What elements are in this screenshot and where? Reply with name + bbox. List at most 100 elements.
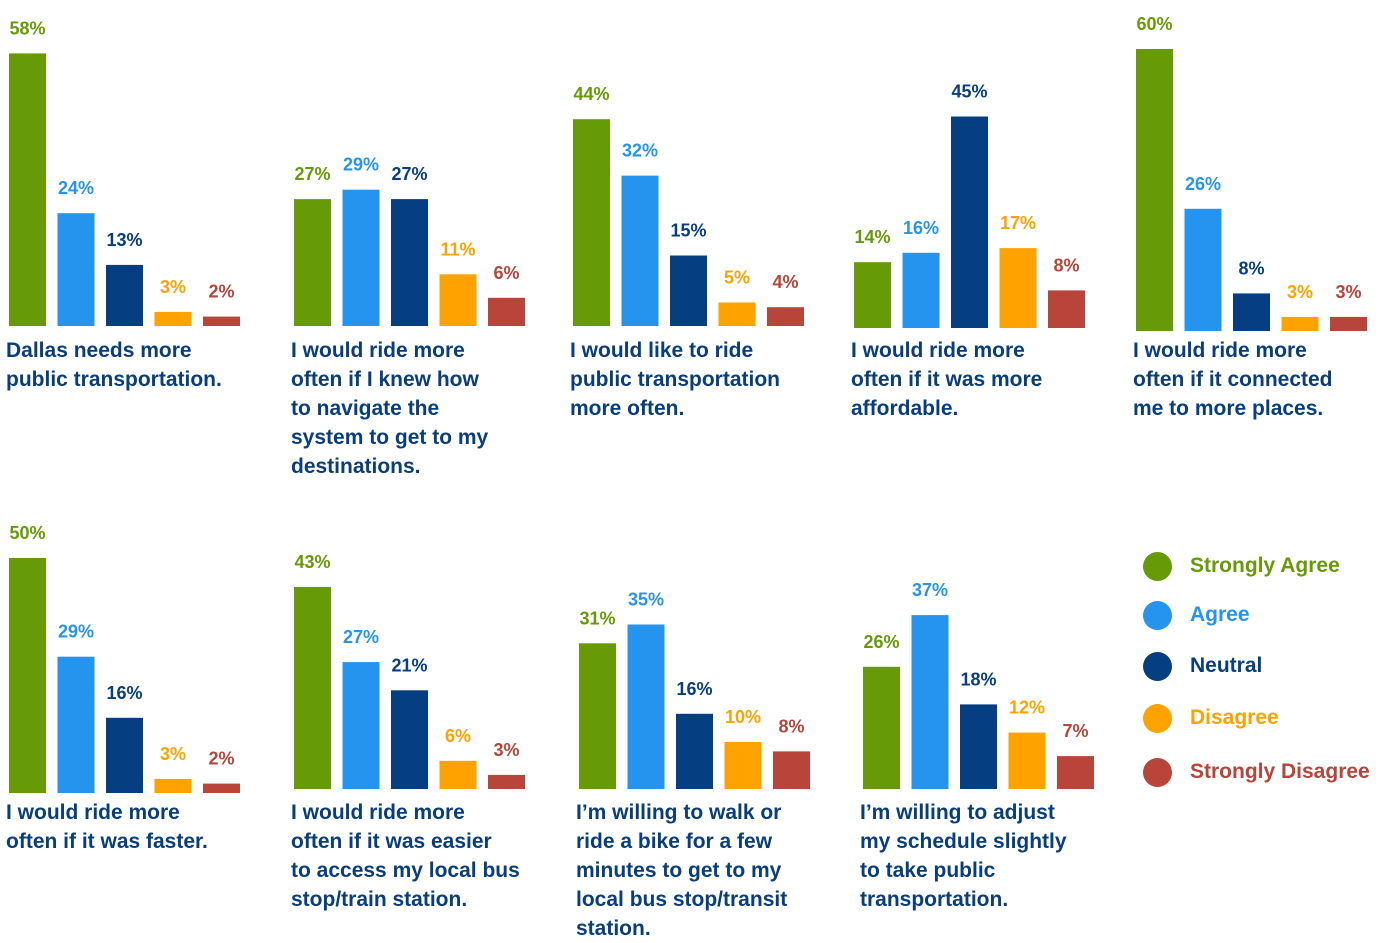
chart-2: 27% 29% 27% 11% 6% [294, 155, 525, 326]
chart-1: 58% 24% 13% 3% 2% [9, 18, 240, 327]
chart-8: 31% 35% 16% 10% 8% [579, 590, 810, 789]
bar-disagree [154, 311, 192, 326]
bar-neutral [106, 717, 143, 793]
data-label-neutral: 15% [670, 221, 706, 241]
data-label-strongly-agree: 50% [9, 523, 45, 543]
data-label-strongly-agree: 43% [294, 552, 330, 572]
data-label-agree: 29% [58, 622, 94, 642]
chart-5: 60% 26% 8% 3% 3% [1136, 14, 1367, 331]
bar-agree [57, 656, 95, 793]
data-label-agree: 37% [912, 580, 948, 600]
chart-title: I would ride more often if it was more a… [851, 339, 1043, 420]
data-label-disagree: 10% [725, 707, 761, 727]
data-label-strongly-agree: 31% [579, 608, 615, 628]
chart-title: I would like to ride public transportati… [570, 339, 780, 420]
bar-disagree [1008, 732, 1046, 789]
bar-disagree [154, 778, 192, 793]
data-label-strongly-agree: 58% [9, 18, 45, 38]
data-label-disagree: 6% [445, 726, 471, 746]
chart-9: 26% 37% 18% 12% 7% [863, 580, 1094, 789]
bar-neutral [1233, 293, 1270, 331]
bar-strongly-disagree [1057, 756, 1094, 789]
data-label-agree: 29% [343, 155, 379, 175]
legend-item-neutral: Neutral [1143, 651, 1262, 681]
data-label-neutral: 16% [106, 683, 142, 703]
bar-strongly-agree [9, 53, 46, 327]
data-label-strongly-agree: 26% [863, 632, 899, 652]
data-label-agree: 35% [628, 590, 664, 610]
bar-disagree [724, 742, 762, 789]
bar-agree [621, 175, 659, 326]
data-label-disagree: 3% [1287, 282, 1313, 302]
chart-7: 43% 27% 21% 6% 3% [294, 552, 525, 789]
data-label-strongly-disagree: 3% [493, 740, 519, 760]
legend-item-strongly-disagree: Strongly Disagree [1143, 757, 1370, 787]
bar-neutral [951, 116, 988, 328]
chart-4: 14% 16% 45% 17% 8% [854, 82, 1085, 328]
data-label-disagree: 3% [160, 744, 186, 764]
chart-6: 50% 29% 16% 3% 2% [9, 523, 240, 793]
chart-title: I would ride more often if it was faster… [6, 801, 208, 853]
bar-neutral [106, 264, 143, 326]
legend-label-strongly-agree: Strongly Agree [1190, 554, 1340, 577]
legend-item-disagree: Disagree [1143, 703, 1279, 733]
data-label-disagree: 12% [1009, 698, 1045, 718]
data-label-disagree: 17% [1000, 213, 1036, 233]
bar-strongly-disagree [767, 307, 804, 326]
chart-title: I’m willing to walk or ride a bike for a… [576, 801, 788, 940]
bar-neutral [670, 255, 707, 326]
chart-title: Dallas needs more public transportation. [6, 339, 222, 391]
bar-agree [911, 615, 949, 789]
bar-strongly-disagree [773, 751, 810, 789]
data-label-neutral: 16% [676, 679, 712, 699]
legend-swatch-neutral [1143, 651, 1172, 681]
data-label-agree: 26% [1185, 174, 1221, 194]
bar-strongly-disagree [488, 774, 525, 789]
bar-disagree [999, 248, 1037, 328]
bar-strongly-disagree [1330, 316, 1367, 331]
data-label-strongly-disagree: 8% [778, 716, 804, 736]
data-label-agree: 24% [58, 178, 94, 198]
data-label-strongly-agree: 44% [573, 84, 609, 104]
chart-title: I would ride more often if it was easier… [291, 801, 520, 911]
chart-3: 44% 32% 15% 5% 4% [573, 84, 804, 326]
bar-strongly-agree [863, 666, 900, 789]
data-label-agree: 32% [622, 141, 658, 161]
data-label-neutral: 27% [391, 164, 427, 184]
data-label-strongly-disagree: 8% [1053, 255, 1079, 275]
legend-swatch-strongly-disagree [1143, 757, 1172, 787]
bar-strongly-agree [294, 199, 331, 326]
bar-agree [902, 252, 940, 328]
data-label-strongly-disagree: 2% [208, 749, 234, 769]
data-label-strongly-disagree: 4% [772, 272, 798, 292]
bar-strongly-agree [294, 586, 331, 789]
bar-agree [57, 213, 95, 326]
legend-swatch-strongly-agree [1143, 551, 1172, 581]
data-label-strongly-disagree: 3% [1335, 282, 1361, 302]
data-label-neutral: 13% [106, 230, 142, 250]
data-label-disagree: 5% [724, 268, 750, 288]
legend-label-disagree: Disagree [1190, 706, 1279, 729]
legend-label-neutral: Neutral [1190, 654, 1263, 677]
bar-neutral [676, 713, 713, 789]
bar-disagree [1281, 316, 1319, 331]
bar-strongly-disagree [203, 783, 240, 793]
chart-title: I would ride more often if it connected … [1133, 339, 1333, 420]
bar-agree [1184, 208, 1222, 331]
data-label-strongly-agree: 27% [294, 164, 330, 184]
bar-neutral [391, 690, 428, 789]
legend-label-agree: Agree [1190, 603, 1250, 626]
data-label-agree: 27% [343, 627, 379, 647]
data-label-strongly-agree: 60% [1136, 14, 1172, 34]
bar-strongly-agree [9, 558, 46, 793]
data-label-strongly-disagree: 7% [1062, 721, 1088, 741]
bar-disagree [718, 302, 756, 326]
data-label-neutral: 21% [391, 655, 427, 675]
data-label-strongly-agree: 14% [854, 227, 890, 247]
bar-agree [627, 624, 665, 789]
bar-neutral [960, 704, 997, 789]
bar-strongly-agree [854, 262, 891, 328]
data-label-agree: 16% [903, 218, 939, 238]
bar-strongly-agree [579, 643, 616, 789]
